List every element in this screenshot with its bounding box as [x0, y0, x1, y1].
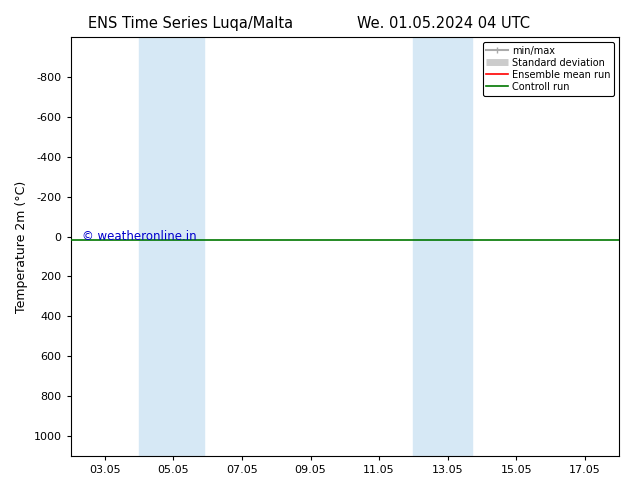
Text: We. 01.05.2024 04 UTC: We. 01.05.2024 04 UTC	[358, 16, 530, 31]
Bar	[139, 37, 204, 456]
Y-axis label: Temperature 2m (°C): Temperature 2m (°C)	[15, 180, 28, 313]
Bar	[413, 37, 472, 456]
Legend: min/max, Standard deviation, Ensemble mean run, Controll run: min/max, Standard deviation, Ensemble me…	[482, 42, 614, 96]
Text: ENS Time Series Luqa/Malta: ENS Time Series Luqa/Malta	[87, 16, 293, 31]
Text: © weatheronline.in: © weatheronline.in	[82, 230, 196, 243]
